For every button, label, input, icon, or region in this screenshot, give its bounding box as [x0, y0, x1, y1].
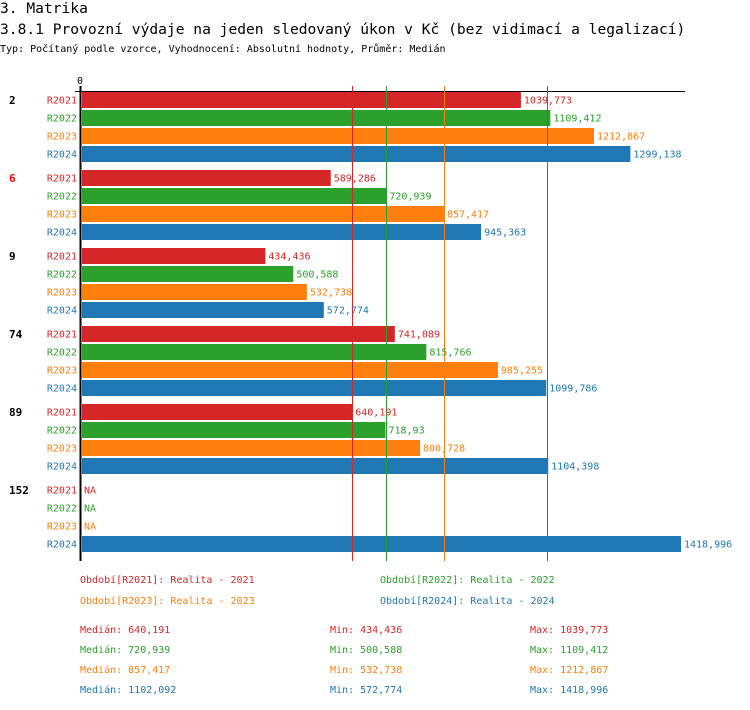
bar-r2023-74 — [82, 362, 498, 378]
series-row-label: R2021 — [47, 252, 77, 263]
stat-min: Min: 500,588 — [330, 645, 403, 656]
value-label: 718,93 — [388, 426, 424, 437]
stat-max: Max: 1109,412 — [530, 645, 609, 656]
na-label: NA — [84, 522, 96, 533]
category-label: 2 — [9, 94, 16, 107]
value-label: 720,939 — [389, 192, 431, 203]
stat-max: Max: 1418,996 — [530, 685, 609, 696]
value-label: 1099,786 — [549, 384, 597, 395]
chart-title: 3.8.1 Provozní výdaje na jeden sledovaný… — [0, 21, 686, 38]
chart-subtitle: Typ: Počítaný podle vzorce, Vyhodnocení:… — [0, 44, 446, 55]
value-label: 589,286 — [334, 174, 376, 185]
stat-min: Min: 572,774 — [330, 685, 403, 696]
stat-median: Medián: 1102,092 — [80, 685, 177, 696]
bar-r2022-89 — [82, 422, 386, 438]
section-heading: 3. Matrika — [0, 0, 88, 17]
value-label: 1109,412 — [553, 114, 601, 125]
bar-r2021-9 — [82, 248, 266, 264]
bar-r2024-6 — [82, 224, 482, 240]
stat-median: Medián: 720,939 — [80, 645, 171, 656]
value-label: 945,363 — [484, 228, 526, 239]
labels-layer: 2 R2021 1039,773 R2022 1109,412 R2023 1212,867… — [9, 94, 732, 551]
stat-max: Max: 1039,773 — [530, 625, 609, 636]
category-label: 74 — [9, 328, 23, 341]
legend-item: Období[R2024]: Realita - 2024 — [380, 596, 555, 607]
bar-r2023-9 — [82, 284, 307, 300]
value-label: 741,089 — [398, 330, 440, 341]
series-row-label: R2022 — [47, 348, 77, 359]
legend-item: Období[R2023]: Realita - 2023 — [80, 596, 255, 607]
series-row-label: R2024 — [47, 150, 77, 161]
series-row-label: R2022 — [47, 270, 77, 281]
value-label: 1039,773 — [524, 96, 572, 107]
series-row-label: R2022 — [47, 114, 77, 125]
value-label: 815,766 — [429, 348, 471, 359]
series-row-label: R2021 — [47, 486, 77, 497]
value-label: 800,728 — [423, 444, 465, 455]
stat-median: Medián: 857,417 — [80, 665, 171, 676]
series-row-label: R2024 — [47, 540, 77, 551]
category-label: 6 — [9, 172, 16, 185]
category-label: 152 — [9, 484, 29, 497]
series-row-label: R2021 — [47, 174, 77, 185]
series-row-label: R2021 — [47, 408, 77, 419]
stat-max: Max: 1212,867 — [530, 665, 609, 676]
value-label: 1299,138 — [633, 150, 681, 161]
series-row-label: R2023 — [47, 210, 77, 221]
bar-r2022-74 — [82, 344, 427, 360]
value-label: 640,191 — [355, 408, 397, 419]
bars-layer — [82, 92, 681, 552]
bar-r2024-152 — [82, 536, 681, 552]
stat-min: Min: 532,738 — [330, 665, 403, 676]
bar-r2024-74 — [82, 380, 547, 396]
value-label: 500,588 — [296, 270, 338, 281]
series-row-label: R2024 — [47, 228, 77, 239]
legend-item: Období[R2021]: Realita - 2021 — [80, 575, 255, 586]
bar-r2022-2 — [82, 110, 551, 126]
bar-r2021-6 — [82, 170, 331, 186]
value-label: 532,738 — [310, 288, 352, 299]
bar-r2023-6 — [82, 206, 444, 222]
series-row-label: R2022 — [47, 504, 77, 515]
legend-item: Období[R2022]: Realita - 2022 — [380, 575, 555, 586]
stat-min: Min: 434,436 — [330, 625, 403, 636]
series-row-label: R2023 — [47, 444, 77, 455]
series-row-label: R2023 — [47, 522, 77, 533]
value-label: 985,255 — [501, 366, 543, 377]
value-label: 1212,867 — [597, 132, 645, 143]
bar-r2024-89 — [82, 458, 549, 474]
bar-r2021-74 — [82, 326, 395, 342]
series-row-label: R2021 — [47, 330, 77, 341]
median-lines — [352, 86, 548, 561]
category-label: 89 — [9, 406, 22, 419]
series-row-label: R2023 — [47, 288, 77, 299]
category-label: 9 — [9, 250, 16, 263]
bar-r2022-9 — [82, 266, 294, 282]
series-row-label: R2021 — [47, 96, 77, 107]
bar-r2021-89 — [82, 404, 353, 420]
series-row-label: R2023 — [47, 132, 77, 143]
value-label: 1104,398 — [551, 462, 599, 473]
stat-median: Medián: 640,191 — [80, 625, 171, 636]
value-label: 572,774 — [327, 306, 369, 317]
value-label: 1418,996 — [684, 540, 732, 551]
value-label: 857,417 — [447, 210, 489, 221]
bar-r2021-2 — [82, 92, 521, 108]
bar-r2024-9 — [82, 302, 324, 318]
series-row-label: R2024 — [47, 462, 77, 473]
value-label: 434,436 — [268, 252, 310, 263]
series-row-label: R2022 — [47, 192, 77, 203]
series-row-label: R2022 — [47, 426, 77, 437]
bar-r2023-2 — [82, 128, 594, 144]
series-row-label: R2023 — [47, 366, 77, 377]
na-label: NA — [84, 504, 96, 515]
bar-r2024-2 — [82, 146, 631, 162]
series-row-label: R2024 — [47, 384, 77, 395]
bar-r2023-89 — [82, 440, 421, 456]
x-tick-label: 0 — [77, 76, 83, 87]
bar-r2022-6 — [82, 188, 387, 204]
series-row-label: R2024 — [47, 306, 77, 317]
na-label: NA — [84, 486, 96, 497]
